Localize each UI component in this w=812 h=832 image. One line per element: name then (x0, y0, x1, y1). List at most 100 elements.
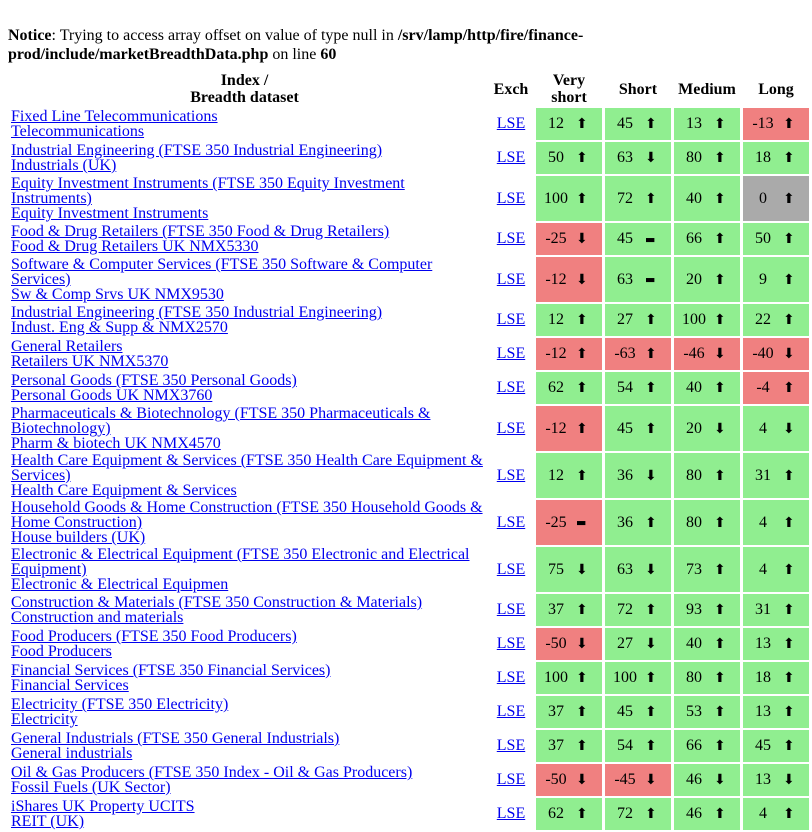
exchange-link[interactable]: LSE (496, 379, 526, 396)
metric-value: 45 (617, 419, 633, 437)
index-link[interactable]: Construction & Materials (FTSE 350 Const… (11, 594, 423, 611)
exchange-link[interactable]: LSE (496, 419, 526, 437)
exchange-link[interactable]: LSE (496, 149, 526, 166)
exchange-link[interactable]: LSE (496, 270, 526, 288)
breadth-row: Oil & Gas Producers (FTSE 350 Index - Oi… (3, 764, 809, 796)
notice-text-online: on line (268, 46, 321, 63)
exchange-link[interactable]: LSE (496, 230, 526, 247)
exchange-link[interactable]: LSE (496, 311, 526, 328)
index-link[interactable]: Personal Goods (FTSE 350 Personal Goods) (11, 372, 297, 389)
index-link[interactable]: Food Producers (FTSE 350 Food Producers) (11, 628, 297, 645)
trend-up-icon: ⬆ (576, 346, 588, 363)
metric-value: 36 (617, 513, 633, 531)
dataset-link[interactable]: Food Producers (11, 643, 112, 660)
trend-up-icon: ⬆ (783, 670, 795, 687)
exchange-link[interactable]: LSE (496, 560, 526, 578)
dataset-link[interactable]: Retailers UK NMX5370 (11, 353, 169, 370)
trend-up-icon: ⬆ (783, 561, 795, 578)
index-link[interactable]: Health Care Equipment & Services (FTSE 3… (11, 452, 483, 484)
dataset-link[interactable]: Food & Drug Retailers UK NMX5330 (11, 238, 259, 255)
dataset-link[interactable]: Electricity (11, 711, 78, 728)
exchange-link[interactable]: LSE (496, 115, 526, 132)
index-link[interactable]: Fixed Line Telecommunications (11, 108, 218, 125)
notice-line-number: 60 (320, 46, 337, 63)
dataset-link[interactable]: REIT (UK) (11, 813, 85, 830)
exchange-cell: LSE (489, 338, 533, 370)
exchange-link[interactable]: LSE (496, 635, 526, 652)
metric-cell-long: 9 ⬆ (743, 257, 809, 302)
exchange-link[interactable]: LSE (496, 189, 526, 207)
exchange-link[interactable]: LSE (496, 737, 526, 754)
index-link[interactable]: Oil & Gas Producers (FTSE 350 Index - Oi… (11, 764, 413, 781)
metric-value: -50 (545, 771, 567, 789)
dataset-link[interactable]: Indust. Eng & Supp & NMX2570 (11, 319, 228, 336)
index-link[interactable]: General Industrials (FTSE 350 General In… (11, 730, 340, 747)
dataset-link[interactable]: Equity Investment Instruments (11, 205, 209, 222)
exchange-link[interactable]: LSE (496, 466, 526, 484)
dataset-link[interactable]: Telecommunications (11, 123, 145, 140)
col-header-medium: Medium (678, 80, 736, 98)
exchange-cell: LSE (489, 730, 533, 762)
index-link[interactable]: Household Goods & Home Construction (FTS… (11, 499, 483, 531)
metric-cell-long: 31 ⬆ (743, 594, 809, 626)
dataset-link[interactable]: Fossil Fuels (UK Sector) (11, 779, 171, 796)
exchange-link[interactable]: LSE (496, 703, 526, 720)
dataset-link[interactable]: Pharm & biotech UK NMX4570 (11, 435, 221, 452)
metric-cell-short: 36 ⬇ (605, 453, 671, 498)
index-link[interactable]: Financial Services (FTSE 350 Financial S… (11, 662, 331, 679)
index-link[interactable]: Industrial Engineering (FTSE 350 Industr… (11, 142, 383, 159)
metric-cell-long: 4 ⬆ (743, 547, 809, 592)
dataset-link[interactable]: House builders (UK) (11, 529, 146, 546)
trend-up-icon: ⬆ (576, 380, 588, 397)
exchange-link[interactable]: LSE (496, 771, 526, 788)
dataset-link[interactable]: Health Care Equipment & Services (11, 482, 237, 499)
exchange-cell: LSE (489, 142, 533, 174)
col-header-very-short: Very short (551, 72, 587, 106)
metric-value: 53 (686, 703, 702, 721)
metric-cell-medium: 46 ⬆ (674, 798, 740, 830)
metric-value: 80 (686, 149, 702, 167)
dataset-link[interactable]: Industrials (UK) (11, 157, 117, 174)
dataset-link[interactable]: Financial Services (11, 677, 129, 694)
metric-cell-medium: 40 ⬆ (674, 628, 740, 660)
exchange-cell: LSE (489, 257, 533, 302)
index-link[interactable]: Electricity (FTSE 350 Electricity) (11, 696, 229, 713)
trend-up-icon: ⬆ (576, 190, 588, 207)
exchange-cell: LSE (489, 453, 533, 498)
metric-value: 45 (755, 737, 771, 755)
dataset-link[interactable]: Electronic & Electrical Equipmen (11, 576, 229, 593)
dataset-link[interactable]: Personal Goods UK NMX3760 (11, 387, 213, 404)
exchange-cell: LSE (489, 372, 533, 404)
breadth-table: Index / Breadth dataset Exch Very short S… (0, 70, 812, 832)
metric-cell-short: -45 ⬇ (605, 764, 671, 796)
index-link[interactable]: Equity Investment Instruments (FTSE 350 … (11, 175, 405, 207)
metric-value: 13 (755, 635, 771, 653)
exchange-link[interactable]: LSE (496, 669, 526, 686)
metric-cell-long: 13 ⬆ (743, 628, 809, 660)
exchange-link[interactable]: LSE (496, 345, 526, 362)
metric-value: 50 (548, 149, 564, 167)
metric-value: -12 (545, 419, 567, 437)
index-link[interactable]: Electronic & Electrical Equipment (FTSE … (11, 546, 470, 578)
index-link[interactable]: General Retailers (11, 338, 123, 355)
dataset-link[interactable]: Sw & Comp Srvs UK NMX9530 (11, 286, 224, 303)
metric-cell-short: 27 ⬆ (605, 304, 671, 336)
exchange-link[interactable]: LSE (496, 805, 526, 822)
dataset-link[interactable]: General industrials (11, 745, 133, 762)
breadth-row: Electronic & Electrical Equipment (FTSE … (3, 546, 809, 593)
trend-up-icon: ⬆ (783, 190, 795, 207)
index-link[interactable]: Food & Drug Retailers (FTSE 350 Food & D… (11, 223, 390, 240)
exchange-link[interactable]: LSE (496, 601, 526, 618)
trend-up-icon: ⬆ (576, 312, 588, 329)
metric-value: 45 (617, 230, 633, 248)
index-link[interactable]: Industrial Engineering (FTSE 350 Industr… (11, 304, 383, 321)
metric-value: 93 (686, 601, 702, 619)
index-link[interactable]: Pharmaceuticals & Biotechnology (FTSE 35… (11, 405, 431, 437)
exchange-link[interactable]: LSE (496, 513, 526, 531)
breadth-row: General Retailers Retailers UK NMX5370 L… (3, 338, 809, 370)
index-link[interactable]: Software & Computer Services (FTSE 350 S… (11, 256, 433, 288)
trend-up-icon: ⬆ (714, 312, 726, 329)
metric-cell-long: 13 ⬆ (743, 696, 809, 728)
index-name-cell: Oil & Gas Producers (FTSE 350 Index - Oi… (3, 764, 486, 796)
dataset-link[interactable]: Construction and materials (11, 609, 184, 626)
